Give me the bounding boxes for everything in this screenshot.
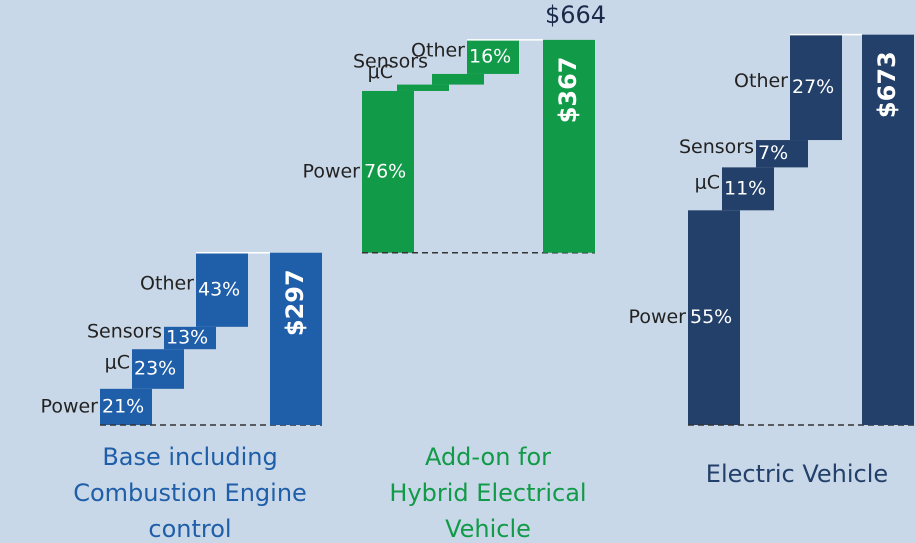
category-label: Sensors	[353, 50, 428, 72]
value-label: 55%	[690, 306, 732, 328]
segment	[756, 140, 808, 168]
category-label: Other	[411, 39, 465, 61]
group-title: Electric Vehicle	[706, 460, 888, 488]
segment	[196, 252, 248, 327]
total-label: $673	[873, 51, 901, 118]
segment	[722, 167, 774, 211]
category-label: Other	[140, 272, 194, 294]
value-label: 23%	[134, 358, 176, 380]
segment	[790, 34, 842, 141]
value-label: 27%	[792, 76, 834, 98]
value-label: 7%	[758, 142, 788, 164]
category-label: Power	[629, 306, 687, 328]
total-label: $297	[281, 269, 309, 336]
category-label: Power	[41, 395, 99, 417]
total-label: $367	[554, 56, 582, 123]
value-label: 13%	[166, 327, 208, 349]
category-label: Sensors	[679, 136, 754, 158]
segment	[132, 349, 184, 389]
value-label: 21%	[102, 395, 144, 417]
category-label: μC	[695, 171, 720, 193]
segment	[100, 388, 152, 425]
category-label: Other	[734, 70, 788, 92]
segment	[688, 210, 740, 425]
segment	[467, 39, 519, 74]
value-label: 43%	[198, 278, 240, 300]
total-bar	[270, 252, 322, 425]
category-label: μC	[368, 61, 393, 83]
value-label: 11%	[724, 177, 766, 199]
value-label: 16%	[469, 45, 511, 67]
total-bar	[862, 34, 914, 425]
group-title: Base including Combustion Engine control	[73, 443, 307, 543]
grand-total-label: $664	[545, 1, 606, 29]
category-label: Power	[303, 160, 361, 182]
segment	[432, 73, 484, 85]
segment	[397, 84, 449, 91]
segment	[362, 90, 414, 253]
group-title: Add-on for Hybrid Electrical Vehicle	[389, 443, 586, 543]
segment	[164, 326, 216, 350]
total-bar	[543, 39, 595, 253]
value-label: 76%	[364, 160, 406, 182]
category-label: μC	[105, 352, 130, 374]
category-label: Sensors	[87, 321, 162, 343]
